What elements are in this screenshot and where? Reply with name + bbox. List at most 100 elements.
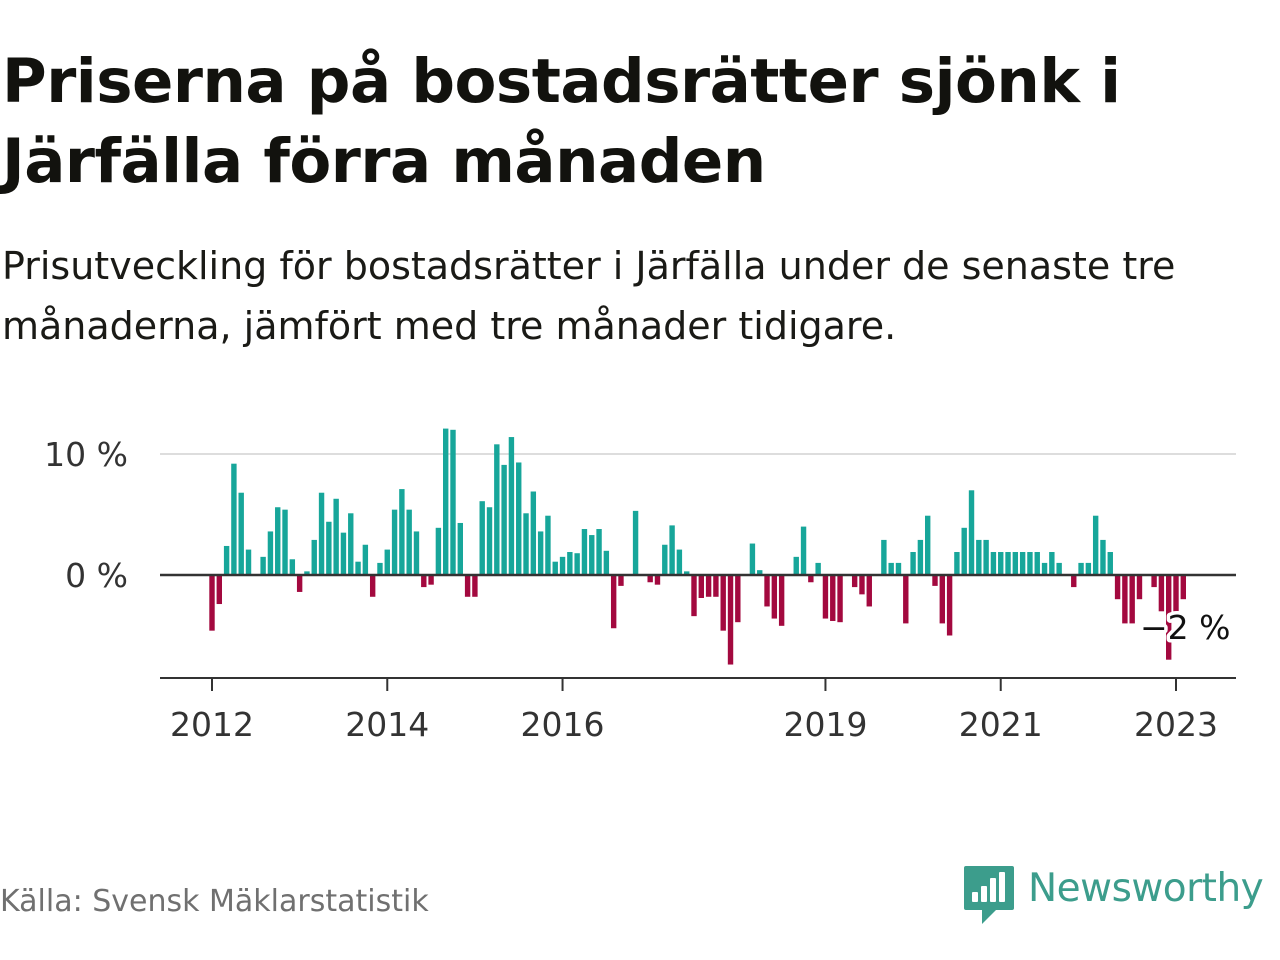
bar-2012-10 — [275, 507, 281, 575]
bar-2022-03 — [1100, 539, 1106, 575]
bar-2018-03 — [749, 543, 756, 575]
bar-2021-06 — [1034, 552, 1040, 575]
bar-2018-01 — [735, 575, 741, 623]
bar-series — [209, 428, 1186, 665]
bar-2019-09 — [881, 539, 887, 575]
bar-2019-11 — [895, 562, 902, 575]
bar-2014-06 — [421, 575, 427, 588]
bar-2014-08 — [435, 527, 442, 575]
bar-2022-10 — [1151, 575, 1157, 588]
bar-2019-06 — [859, 575, 865, 595]
bar-2017-07 — [691, 575, 697, 617]
bar-2022-02 — [1092, 515, 1099, 575]
bar-2022-01 — [1085, 562, 1092, 575]
bar-2021-12 — [1078, 562, 1084, 575]
bar-2021-03 — [1012, 552, 1019, 575]
bar-2014-10 — [450, 429, 456, 575]
bar-2016-08 — [610, 575, 617, 629]
bar-2022-05 — [1114, 575, 1121, 600]
bar-2017-09 — [705, 575, 712, 597]
bar-2022-04 — [1107, 552, 1113, 575]
bar-2019-07 — [866, 575, 872, 607]
bar-2012-11 — [282, 509, 288, 575]
x-tick-label: 2016 — [521, 705, 605, 744]
bar-2021-05 — [1027, 552, 1033, 575]
bar-2019-01 — [822, 575, 829, 619]
y-tick-label: 0 % — [65, 556, 128, 595]
bar-2013-04 — [318, 492, 325, 575]
bar-2012-12 — [289, 559, 296, 575]
bar-2017-01 — [647, 575, 653, 583]
bar-2021-09 — [1056, 562, 1062, 575]
bar-2014-01 — [384, 549, 390, 575]
bar-2015-09 — [530, 491, 537, 575]
bar-2015-08 — [523, 513, 529, 575]
brand-name: Newsworthy — [1028, 866, 1264, 911]
bar-2018-06 — [771, 575, 778, 619]
bar-2023-02 — [1180, 575, 1186, 600]
bar-2020-09 — [968, 490, 975, 575]
x-tick-label: 2014 — [345, 705, 429, 744]
bar-2013-12 — [377, 562, 383, 575]
bar-2022-06 — [1122, 575, 1128, 624]
bar-2022-08 — [1136, 575, 1143, 600]
bar-2012-08 — [260, 556, 266, 575]
bar-2020-05 — [939, 575, 945, 624]
bar-2018-05 — [764, 575, 770, 607]
bar-2020-02 — [917, 539, 924, 575]
bar-2016-09 — [618, 575, 624, 586]
bar-2016-05 — [589, 535, 595, 575]
bar-2023-01 — [1173, 575, 1179, 612]
bar-chart: 0 % 10 % 2012 2014 2016 2019 2021 2023 −2 % — [44, 428, 1236, 744]
bar-2020-04 — [932, 575, 938, 586]
bar-2013-02 — [304, 571, 310, 575]
bar-2020-01 — [910, 552, 916, 575]
bar-2013-08 — [348, 513, 354, 575]
bar-2016-04 — [581, 529, 588, 575]
bar-2015-04 — [494, 444, 500, 575]
bar-2015-01 — [472, 575, 478, 597]
bar-2015-12 — [552, 561, 558, 575]
bar-2022-12 — [1166, 575, 1172, 660]
latest-value-label: −2 % — [1140, 608, 1231, 647]
bar-2016-01 — [559, 556, 566, 575]
bar-2020-10 — [976, 539, 982, 575]
bar-2013-01 — [296, 575, 303, 592]
bar-2019-05 — [851, 575, 858, 588]
bar-2015-02 — [479, 501, 485, 575]
bar-2017-06 — [684, 571, 690, 575]
source-note: Källa: Svensk Mäklarstatistik — [0, 884, 429, 919]
x-tick-label: 2012 — [170, 705, 254, 744]
chart-headline: Priserna på bostadsrätter sjönk i Järfäl… — [2, 46, 1121, 197]
bar-2022-11 — [1158, 575, 1165, 612]
bar-2012-04 — [231, 463, 237, 575]
bar-2013-06 — [333, 498, 339, 575]
bar-2012-06 — [245, 549, 252, 575]
bar-2014-12 — [464, 575, 471, 597]
bar-2013-09 — [355, 561, 361, 575]
bar-2012-03 — [223, 545, 230, 575]
bar-2015-05 — [501, 464, 507, 575]
bar-2014-07 — [428, 575, 434, 585]
newsworthy-bar-chart-icon — [964, 866, 1014, 924]
bar-2015-07 — [516, 462, 522, 575]
bar-2014-11 — [457, 522, 463, 575]
x-tick-label: 2023 — [1134, 705, 1218, 744]
bar-2021-08 — [1049, 552, 1055, 575]
bar-2013-07 — [340, 532, 347, 575]
bar-2012-05 — [238, 492, 244, 575]
bar-2015-03 — [486, 507, 493, 575]
y-tick-label: 10 % — [44, 435, 128, 474]
bar-2017-12 — [727, 575, 734, 665]
bar-2021-02 — [1005, 552, 1011, 575]
bar-2018-09 — [793, 556, 799, 575]
bar-2018-10 — [800, 526, 807, 575]
bar-2019-02 — [830, 575, 836, 621]
bar-2014-02 — [391, 509, 398, 575]
bar-2013-03 — [311, 539, 317, 575]
bar-2020-06 — [946, 575, 953, 636]
bar-2019-03 — [837, 575, 843, 623]
bar-2017-05 — [676, 549, 683, 575]
bar-2015-10 — [537, 531, 544, 575]
bar-2016-02 — [567, 552, 573, 575]
